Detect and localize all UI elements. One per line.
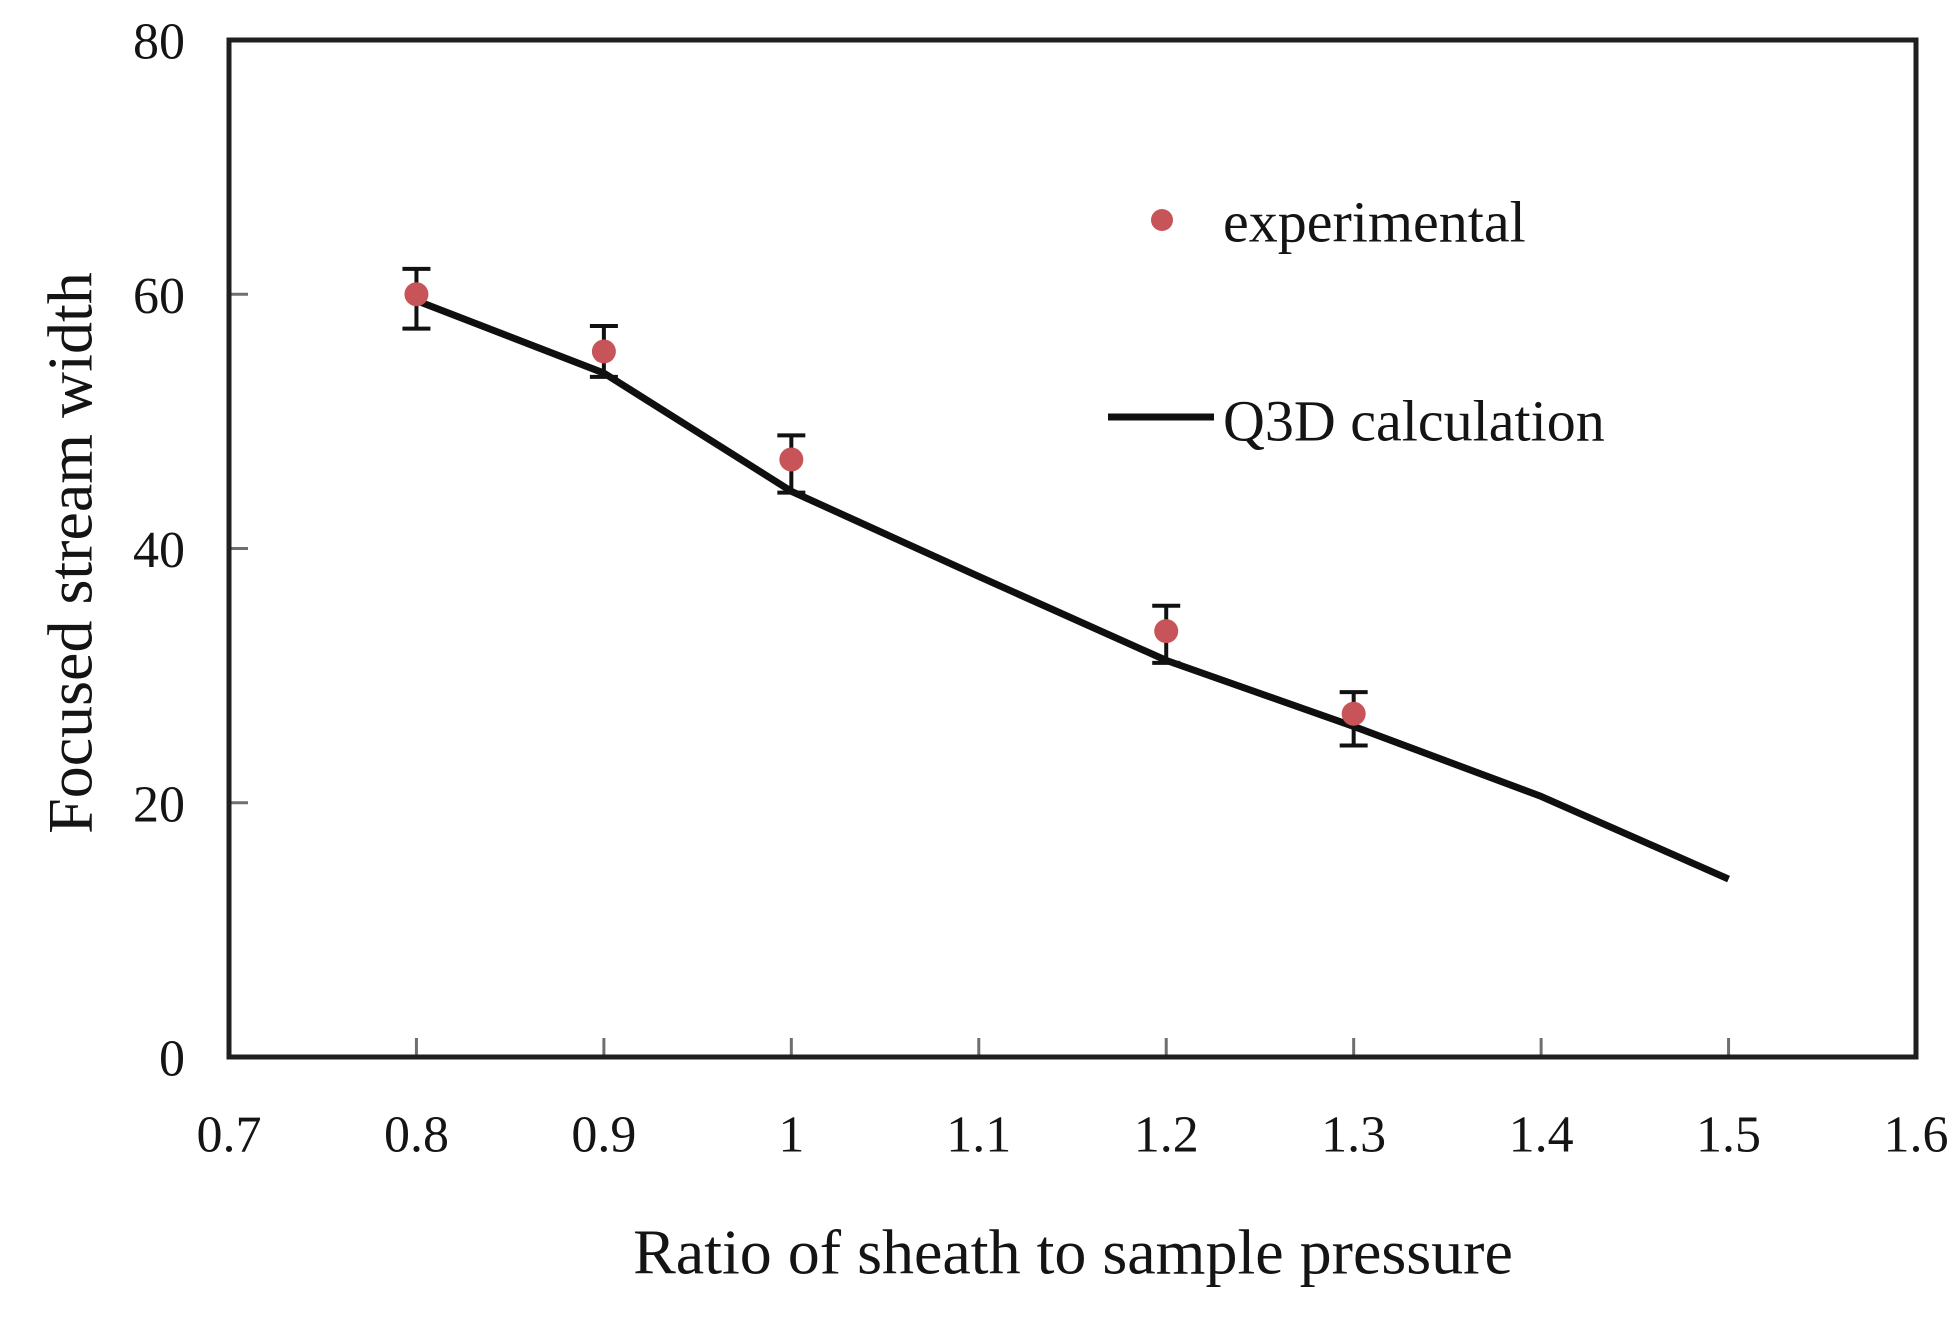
q3d-calculation-line bbox=[415, 297, 1730, 883]
x-axis-title: Ratio of sheath to sample pressure bbox=[633, 1217, 1513, 1288]
y-tick-label: 40 bbox=[133, 522, 185, 579]
x-tick-label: 1.4 bbox=[1509, 1107, 1574, 1164]
y-tick-label: 80 bbox=[133, 14, 185, 71]
legend: experimental Q3D calculation bbox=[1108, 190, 1605, 454]
x-tick-label: 0.7 bbox=[197, 1107, 262, 1164]
x-tick-label: 1.1 bbox=[946, 1107, 1011, 1164]
legend-marker-experimental-icon bbox=[1151, 209, 1173, 231]
legend-label-q3d: Q3D calculation bbox=[1223, 389, 1605, 454]
data-point-experimental bbox=[1341, 701, 1366, 726]
x-tick-label: 1.6 bbox=[1884, 1107, 1949, 1164]
data-point-experimental bbox=[1154, 619, 1179, 644]
x-tick-label: 1.3 bbox=[1321, 1107, 1386, 1164]
plot-frame bbox=[226, 37, 1919, 1060]
y-tick-label: 60 bbox=[133, 268, 185, 325]
legend-label-experimental: experimental bbox=[1223, 190, 1526, 255]
data-point-experimental bbox=[591, 339, 616, 364]
x-tick-label: 0.9 bbox=[571, 1107, 636, 1164]
y-tick-label: 20 bbox=[133, 776, 185, 833]
x-tick-label: 1.2 bbox=[1134, 1107, 1199, 1164]
x-tick-label: 0.8 bbox=[384, 1107, 449, 1164]
data-point-experimental bbox=[404, 282, 429, 307]
plot-area: 0.7 0.8 0.9 1 1.1 1.2 1.3 1.4 1.5 1.6 0 20 40 60 80 bbox=[133, 14, 1949, 1164]
x-tick-label: 1.5 bbox=[1696, 1107, 1761, 1164]
x-tick-label: 1 bbox=[778, 1107, 804, 1164]
y-tick-label: 0 bbox=[159, 1031, 185, 1088]
data-point-experimental bbox=[779, 447, 804, 472]
y-axis-title: Focused stream width bbox=[35, 272, 106, 834]
